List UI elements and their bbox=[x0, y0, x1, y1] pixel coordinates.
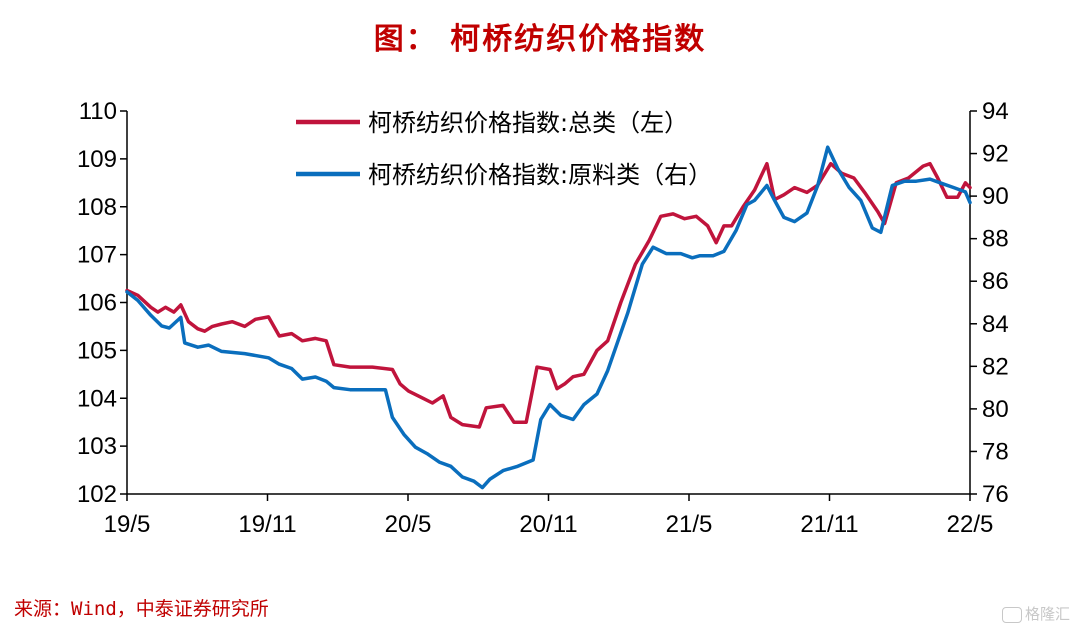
x-tick-label: 21/11 bbox=[800, 511, 858, 538]
legend-label: 柯桥纺织价格指数:总类（左） bbox=[368, 109, 688, 137]
left-y-tick-label: 110 bbox=[79, 98, 117, 125]
legend: 柯桥纺织价格指数:总类（左） 柯桥纺织价格指数:原料类（右） bbox=[296, 109, 712, 189]
x-tick-label: 21/5 bbox=[666, 511, 713, 538]
left-y-tick-label: 105 bbox=[77, 337, 117, 364]
watermark: 格隆汇 bbox=[1002, 603, 1070, 624]
x-tick-label: 22/5 bbox=[947, 511, 994, 538]
left-y-tick-label: 108 bbox=[77, 194, 117, 221]
left-y-tick-label: 109 bbox=[77, 146, 117, 173]
right-y-tick-label: 82 bbox=[982, 353, 1009, 380]
right-y-tick-label: 80 bbox=[982, 396, 1009, 423]
right-y-tick-label: 86 bbox=[982, 268, 1009, 295]
watermark-text: 格隆汇 bbox=[1025, 605, 1071, 623]
right-y-tick-label: 94 bbox=[982, 98, 1009, 125]
left-y-tick-label: 107 bbox=[77, 242, 117, 269]
source-note: 来源：Wind，中泰证券研究所 bbox=[14, 598, 269, 620]
left-y-tick-label: 103 bbox=[77, 433, 117, 460]
x-tick-label: 19/5 bbox=[104, 511, 151, 538]
left-y-tick-label: 102 bbox=[77, 481, 117, 508]
watermark-logo-icon bbox=[1002, 606, 1022, 623]
left-y-tick-label: 104 bbox=[77, 385, 117, 412]
right-y-tick-label: 76 bbox=[982, 481, 1009, 508]
series-line-raw-material bbox=[125, 145, 972, 490]
legend-label: 柯桥纺织价格指数:原料类（右） bbox=[368, 161, 712, 189]
right-y-tick-label: 90 bbox=[982, 183, 1009, 210]
right-y-tick-label: 92 bbox=[982, 141, 1009, 168]
right-y-tick-label: 84 bbox=[982, 311, 1009, 338]
right-y-tick-label: 88 bbox=[982, 226, 1009, 253]
left-y-tick-label: 106 bbox=[77, 290, 117, 317]
right-y-tick-label: 78 bbox=[982, 438, 1009, 465]
chart-title: 图： 柯桥纺织价格指数 bbox=[373, 22, 707, 57]
series-line-total bbox=[125, 161, 972, 429]
series-lines bbox=[125, 145, 972, 490]
x-tick-label: 19/11 bbox=[238, 511, 296, 538]
x-tick-label: 20/11 bbox=[519, 511, 577, 538]
axes: 102 103 104 105 106 107 108 109 110 76 78 80 82 84 86 8… bbox=[77, 98, 1009, 538]
x-tick-label: 20/5 bbox=[385, 511, 432, 538]
